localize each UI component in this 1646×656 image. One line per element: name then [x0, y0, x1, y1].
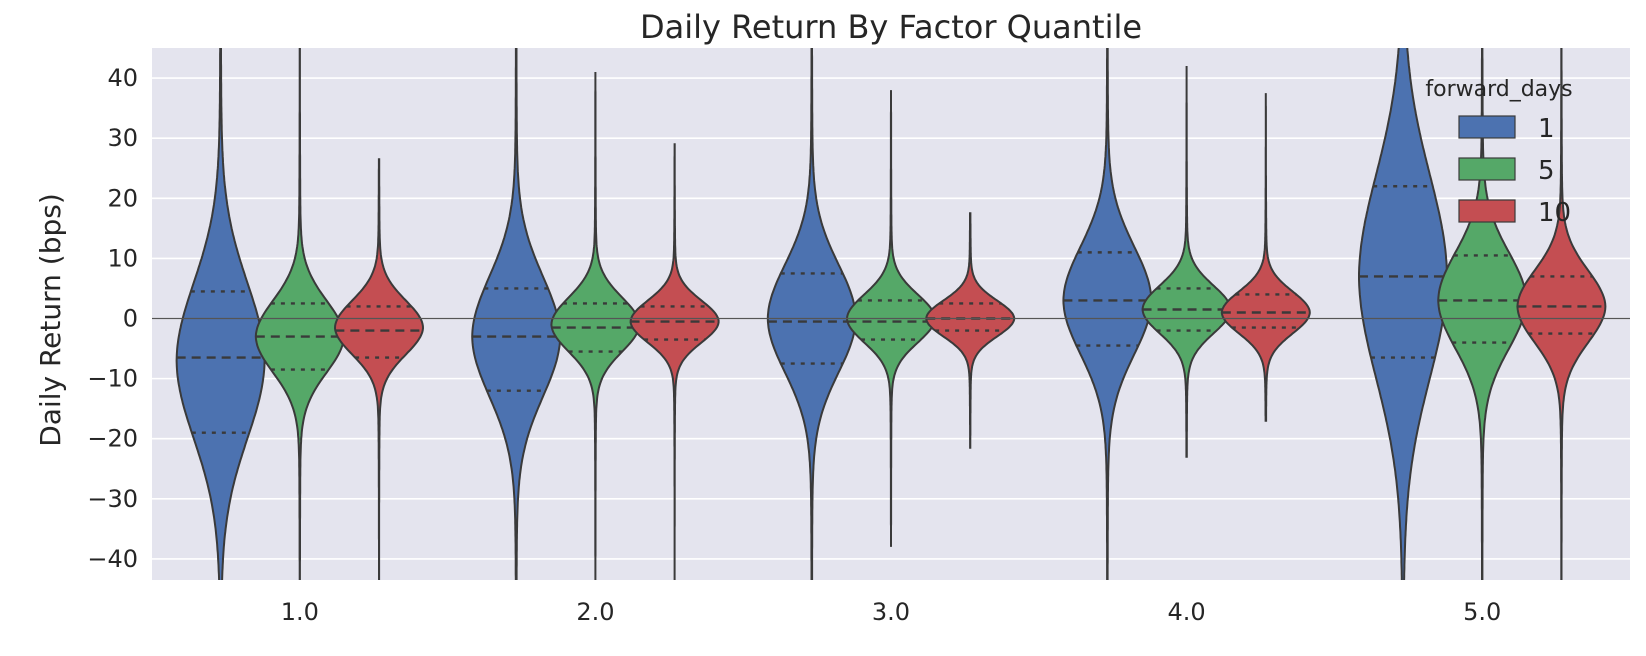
legend-swatch — [1458, 199, 1516, 223]
violin-body — [629, 143, 720, 580]
x-tick-label: 2.0 — [576, 598, 614, 626]
y-tick-label: −20 — [87, 425, 138, 453]
legend: forward_days 1 5 10 — [1425, 77, 1572, 228]
y-tick-label: 0 — [123, 305, 138, 333]
violin-body — [333, 158, 425, 580]
chart-title: Daily Return By Factor Quantile — [640, 8, 1142, 46]
x-axis-ticks: 1.0 2.0 3.0 4.0 5.0 — [281, 598, 1502, 626]
violin-10-q1.0 — [333, 158, 425, 580]
violin-body — [1437, 48, 1528, 580]
y-tick-label: 40 — [107, 64, 138, 92]
violin-body — [254, 48, 345, 580]
violin-1-q5.0 — [1358, 48, 1449, 580]
violin-5-q1.0 — [254, 48, 345, 580]
violin-1-q1.0 — [175, 48, 266, 580]
y-axis-ticks: 40 30 20 10 0 −10 −20 −30 −40 — [87, 64, 138, 573]
violin-body — [766, 48, 857, 580]
legend-title: forward_days — [1425, 77, 1572, 102]
violin-body — [175, 48, 266, 580]
legend-label: 1 — [1538, 114, 1555, 144]
x-tick-label: 3.0 — [872, 598, 910, 626]
legend-swatch — [1458, 157, 1516, 181]
violin-5-q5.0 — [1437, 48, 1528, 580]
violin-1-q3.0 — [766, 48, 857, 580]
violin-5-q4.0 — [1141, 66, 1232, 458]
legend-label: 5 — [1538, 156, 1555, 186]
violin-5-q2.0 — [550, 72, 641, 580]
x-tick-label: 5.0 — [1463, 598, 1501, 626]
y-tick-label: 20 — [107, 184, 138, 212]
violin-10-q4.0 — [1220, 93, 1311, 422]
violin-body — [1516, 48, 1607, 580]
y-tick-label: −10 — [87, 365, 138, 393]
violin-1-q4.0 — [1062, 48, 1153, 580]
violin-10-q5.0 — [1516, 48, 1607, 580]
violin-body — [1062, 48, 1153, 580]
violin-body — [925, 212, 1016, 449]
x-tick-label: 4.0 — [1168, 598, 1206, 626]
violin-body — [1141, 66, 1232, 458]
y-tick-label: −40 — [87, 545, 138, 573]
y-tick-label: 10 — [107, 244, 138, 272]
violin-1-q2.0 — [471, 48, 562, 580]
y-tick-label: −30 — [87, 485, 138, 513]
y-tick-label: 30 — [107, 124, 138, 152]
violin-body — [550, 72, 641, 580]
legend-label: 10 — [1538, 198, 1571, 228]
violin-body — [471, 48, 562, 580]
y-axis-label: Daily Return (bps) — [34, 193, 67, 447]
violin-body — [1358, 48, 1449, 580]
legend-swatch — [1458, 115, 1516, 139]
violin-10-q3.0 — [925, 212, 1016, 449]
x-tick-label: 1.0 — [281, 598, 319, 626]
violin-10-q2.0 — [629, 143, 720, 580]
